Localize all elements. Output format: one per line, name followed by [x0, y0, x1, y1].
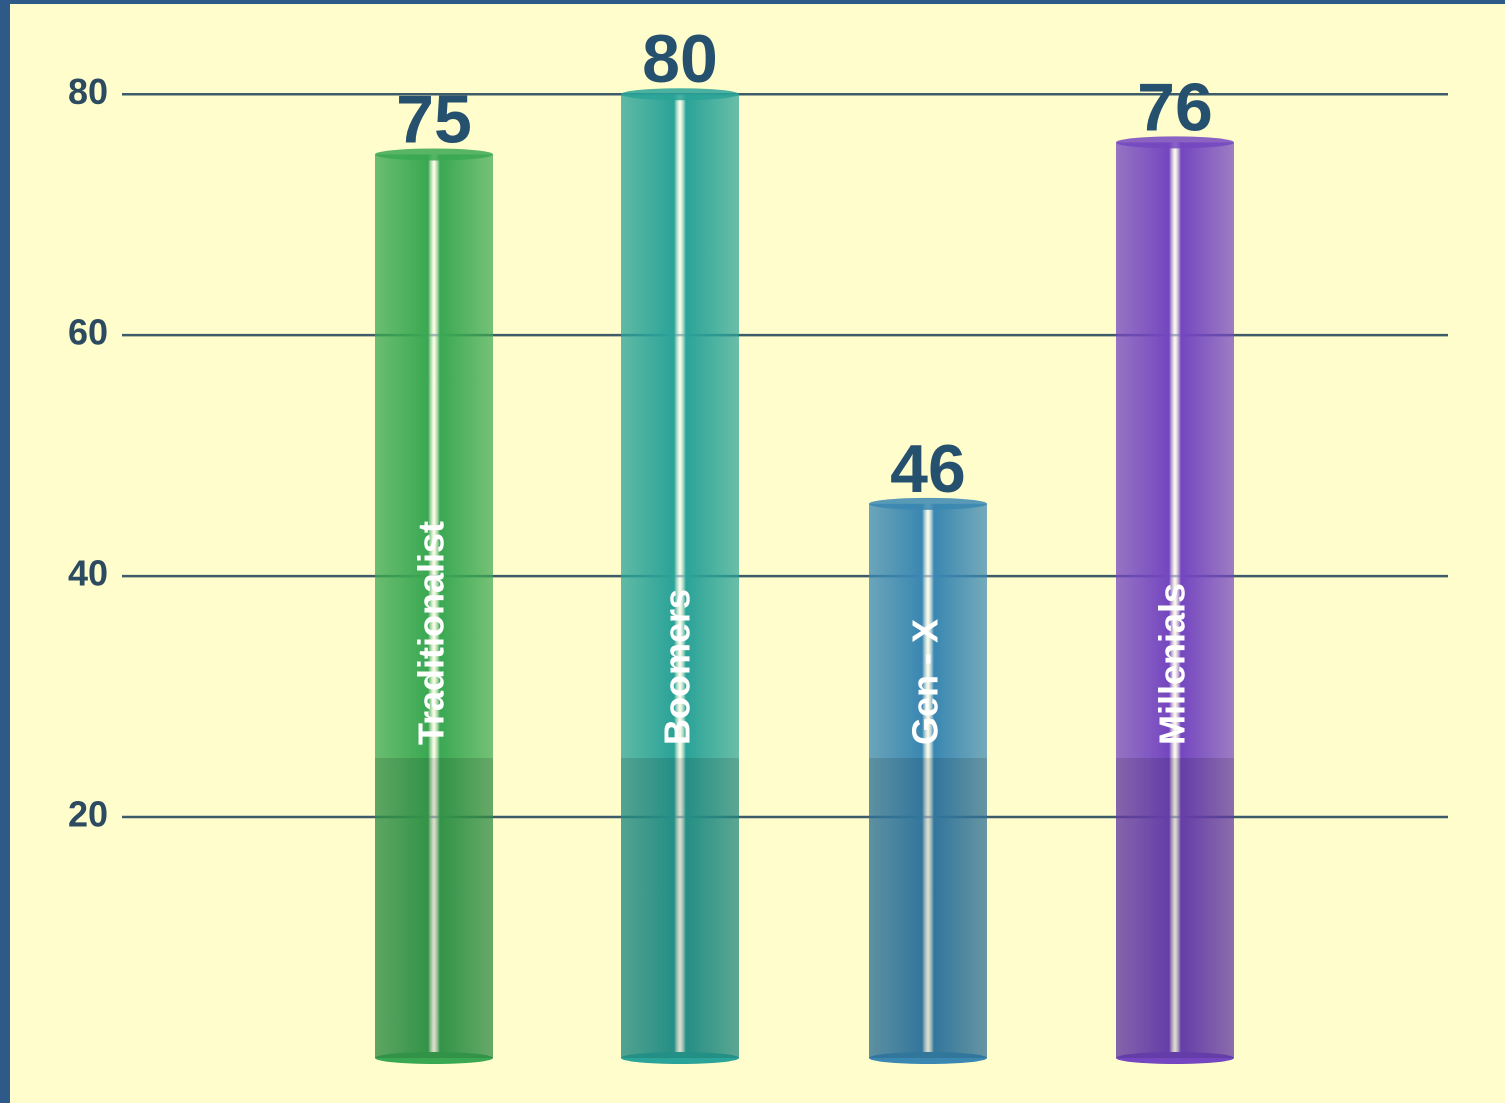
bar-bottom	[1116, 1052, 1234, 1064]
y-tick-label: 80	[68, 71, 108, 112]
bar-group	[375, 148, 493, 1064]
bar-top	[375, 148, 493, 161]
bar-group	[869, 497, 987, 1064]
y-tick-label: 20	[68, 794, 108, 835]
bar-group	[621, 88, 739, 1064]
plot-background	[10, 4, 1505, 1103]
bar-group	[1116, 136, 1234, 1064]
bar-shade	[621, 758, 739, 1058]
category-label: Traditionalist	[411, 521, 452, 745]
bar	[1116, 142, 1234, 1058]
bar-top	[869, 497, 987, 510]
bar-top	[1116, 136, 1234, 149]
category-label: Gen - X	[905, 619, 946, 745]
bar-shade	[375, 758, 493, 1058]
bar-shade	[1116, 758, 1234, 1058]
bar	[375, 154, 493, 1058]
value-label: 76	[1137, 69, 1213, 145]
bar-bottom	[869, 1052, 987, 1064]
category-label: Millenials	[1152, 583, 1193, 745]
value-label: 75	[396, 81, 472, 157]
value-label: 80	[642, 21, 718, 97]
bar-bottom	[375, 1052, 493, 1064]
bar-top	[621, 88, 739, 101]
bar-shade	[869, 758, 987, 1058]
value-label: 46	[890, 431, 966, 507]
y-tick-label: 40	[68, 553, 108, 594]
y-tick-label: 60	[68, 312, 108, 353]
bar	[621, 94, 739, 1058]
bar-bottom	[621, 1052, 739, 1064]
bar	[869, 503, 987, 1058]
category-label: Boomers	[657, 589, 698, 745]
